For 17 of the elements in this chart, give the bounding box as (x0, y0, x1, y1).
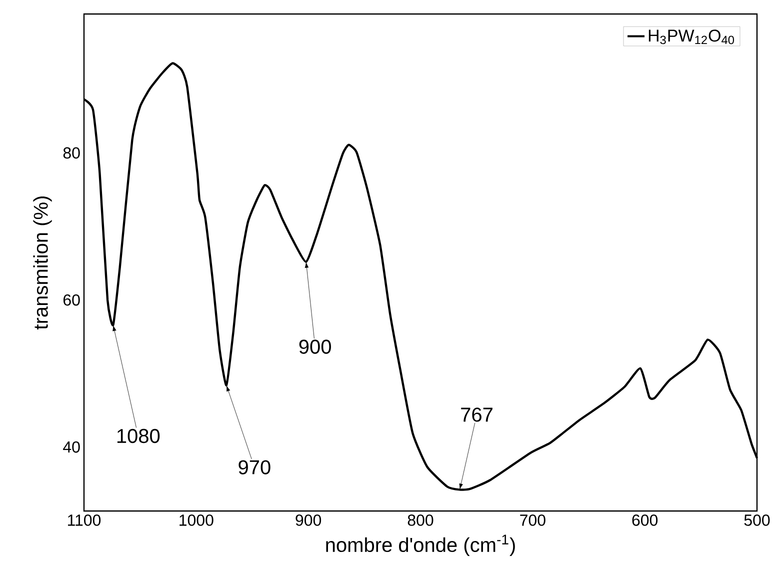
x-tick-label: 1100 (68, 514, 101, 526)
x-tick-label: 900 (296, 514, 322, 526)
legend-label: H$_{3}$PW$_{12}$O$_{40}$ (648, 30, 734, 44)
x-tick-label: 700 (520, 514, 546, 526)
annotation: 767 (461, 408, 492, 422)
x-tick-label: 800 (408, 514, 434, 526)
x-axis-title: nombre d'onde (cm$^{-1}$) (326, 534, 515, 556)
annotation: 970 (238, 460, 270, 474)
x-tick-label: 1000 (180, 514, 214, 526)
x-tick-label: 500 (744, 514, 770, 526)
y-tick-label: 60 (63, 294, 80, 306)
annotation: 1080 (117, 428, 160, 444)
y-tick-label: 80 (63, 147, 80, 159)
annotation: 900 (299, 340, 331, 354)
y-tick-label: 40 (63, 441, 80, 453)
x-tick-label: 600 (632, 514, 658, 526)
y-axis-title: transmition (%) (33, 196, 52, 330)
